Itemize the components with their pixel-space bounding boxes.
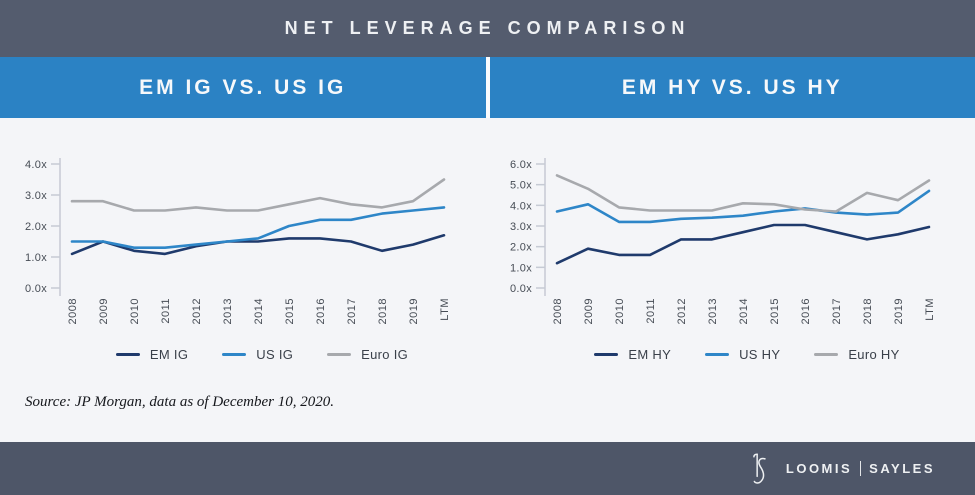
title-bar: NET LEVERAGE COMPARISON (0, 0, 975, 57)
x-tick-label: 2012 (676, 298, 688, 324)
loomis-sayles-logo-icon (753, 452, 766, 484)
legend-swatch-em-ig (115, 353, 140, 356)
legend-swatch-euro-ig (327, 353, 352, 356)
x-tick-label: 2009 (98, 298, 110, 324)
brand-sayles: SAYLES (869, 461, 935, 476)
brand-loomis: LOOMIS (785, 461, 853, 476)
legend-label-us-ig: US IG (256, 347, 294, 362)
x-tick-label: 2015 (284, 298, 296, 324)
x-tick-label: 2018 (862, 298, 874, 324)
panel-header-hy: EM HY VS. US HY (621, 75, 843, 99)
series-us-hy (555, 189, 931, 224)
chart-panel-ig: 0.0x 1.0x 2.0x 3.0x 4.0x 2008 2009 2010 2011 2012… (10, 150, 480, 362)
x-tick-label: 2019 (408, 298, 420, 324)
x-tick-label: 2008 (552, 298, 564, 324)
brand-wordmark: LOOMIS SAYLES (786, 461, 935, 476)
x-tick-label: LTM (439, 298, 451, 321)
line-chart-hy: 0.0x 1.0x 2.0x 3.0x 4.0x 5.0x 6.0x 2008 2009 2010… (510, 158, 936, 324)
legend-swatch-em-hy (594, 353, 619, 356)
legend-item-em-hy: EM HY (594, 347, 671, 362)
x-tick-label: 2012 (191, 298, 203, 324)
y-tick-label: 3.0x (510, 221, 532, 233)
legend-label-em-hy: EM HY (628, 347, 672, 362)
x-tick-label: 2013 (707, 298, 719, 324)
page-title: NET LEVERAGE COMPARISON (284, 18, 691, 38)
x-tick-label: 2016 (800, 298, 812, 324)
y-tick-label: 4.0x (25, 159, 47, 171)
x-tick-label: 2019 (893, 298, 905, 324)
x-tick-label: 2014 (738, 298, 750, 324)
legend-item-euro-hy: Euro HY (814, 347, 899, 362)
brand-separator (860, 461, 862, 476)
x-tick-label: 2018 (377, 298, 389, 324)
series-em-hy (555, 223, 931, 265)
legend-ig: EM IG US IG Euro IG (10, 347, 480, 362)
x-tick-label: 2014 (253, 298, 265, 324)
y-tick-label: 4.0x (510, 200, 532, 212)
y-tick-label: 3.0x (25, 190, 47, 202)
x-tick-label: 2011 (645, 298, 657, 324)
legend-label-us-hy: US HY (739, 347, 781, 362)
panel-header-band: EM IG VS. US IG EM HY VS. US HY (0, 57, 975, 118)
line-chart-ig: 0.0x 1.0x 2.0x 3.0x 4.0x 2008 2009 2010 2011 2012… (25, 158, 451, 324)
source-note: Source: JP Morgan, data as of December 1… (25, 394, 334, 410)
legend-hy: EM HY US HY Euro HY (495, 347, 965, 362)
x-tick-label: 2009 (583, 298, 595, 324)
y-tick-label: 5.0x (510, 180, 532, 192)
y-tick-label: 0.0x (510, 283, 532, 295)
legend-item-us-hy: US HY (705, 347, 780, 362)
legend-label-euro-hy: Euro HY (848, 347, 900, 362)
footer-bar: LOOMIS SAYLES (0, 442, 975, 495)
series-us-ig (70, 206, 446, 249)
x-tick-label: 2017 (346, 298, 358, 324)
panel-divider (485, 57, 490, 118)
legend-item-euro-ig: Euro IG (327, 347, 408, 362)
legend-swatch-us-hy (705, 353, 730, 356)
y-tick-label: 2.0x (25, 221, 47, 233)
x-tick-label: 2010 (614, 298, 626, 324)
legend-item-us-ig: US IG (222, 347, 293, 362)
x-tick-label: 2017 (831, 298, 843, 324)
series-em-ig (70, 234, 446, 256)
y-tick-label: 1.0x (510, 262, 532, 274)
legend-swatch-us-ig (222, 353, 247, 356)
charts-area: 0.0x 1.0x 2.0x 3.0x 4.0x 2008 2009 2010 2011 2012… (0, 118, 975, 442)
x-tick-label: 2016 (315, 298, 327, 324)
legend-item-em-ig: EM IG (115, 347, 189, 362)
x-tick-label: 2011 (160, 298, 172, 324)
chart-panel-hy: 0.0x 1.0x 2.0x 3.0x 4.0x 5.0x 6.0x 2008 2009 2010… (495, 150, 965, 362)
x-tick-label: 2010 (129, 298, 141, 324)
x-tick-label: 2013 (222, 298, 234, 324)
series-euro-hy (555, 174, 931, 213)
legend-label-em-ig: EM IG (149, 347, 189, 362)
y-tick-label: 2.0x (510, 242, 532, 254)
x-tick-label: LTM (924, 298, 936, 321)
legend-label-euro-ig: Euro IG (361, 347, 409, 362)
y-tick-label: 0.0x (25, 283, 47, 295)
y-tick-label: 1.0x (25, 252, 47, 264)
x-tick-label: 2015 (769, 298, 781, 324)
brand: LOOMIS SAYLES (747, 449, 935, 489)
series-euro-ig (70, 178, 446, 212)
panel-header-ig: EM IG VS. US IG (139, 75, 347, 99)
y-tick-label: 6.0x (510, 159, 532, 171)
legend-swatch-euro-hy (814, 353, 839, 356)
x-tick-label: 2008 (67, 298, 79, 324)
